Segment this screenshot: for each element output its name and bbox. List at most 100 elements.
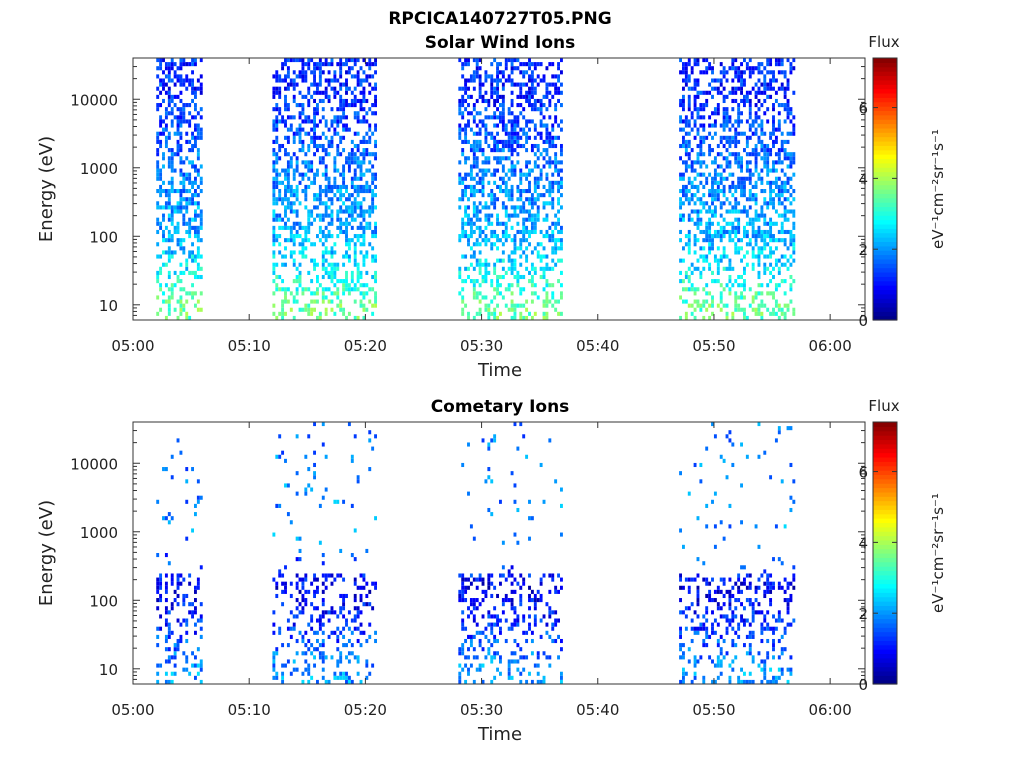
- spectrogram-cell: [699, 148, 703, 153]
- spectrogram-cell: [504, 213, 508, 218]
- spectrogram-cell: [539, 107, 543, 112]
- spectrogram-cell: [170, 283, 174, 288]
- spectrogram-cell: [336, 303, 340, 308]
- spectrogram-cell: [792, 213, 796, 218]
- spectrogram-cell: [740, 565, 743, 570]
- spectrogram-cell: [533, 176, 537, 181]
- spectrogram-cell: [792, 90, 796, 95]
- spectrogram-cell: [472, 139, 476, 144]
- spectrogram-cell: [292, 659, 296, 664]
- spectrogram-cell: [751, 606, 755, 611]
- spectrogram-cell: [789, 209, 793, 214]
- spectrogram-cell: [696, 213, 700, 218]
- spectrogram-cell: [298, 242, 302, 247]
- spectrogram-cell: [696, 630, 700, 635]
- spectrogram-cell: [496, 115, 499, 120]
- spectrogram-cell: [156, 254, 160, 259]
- spectrogram-cell: [519, 422, 523, 427]
- spectrogram-cell: [295, 585, 299, 590]
- spectrogram-cell: [327, 618, 331, 623]
- spectrogram-cell: [731, 58, 735, 63]
- spectrogram-cell: [196, 152, 200, 157]
- spectrogram-cell: [687, 266, 691, 271]
- spectrogram-cell: [194, 135, 197, 140]
- spectrogram-cell: [156, 270, 160, 275]
- spectrogram-cell: [743, 618, 746, 623]
- spectrogram-cell: [557, 229, 560, 235]
- spectrogram-cell: [275, 647, 279, 652]
- spectrogram-cell: [318, 189, 322, 194]
- spectrogram-cell: [324, 238, 328, 243]
- spectrogram-cell: [156, 152, 160, 157]
- spectrogram-cell: [478, 234, 482, 239]
- spectrogram-cell: [542, 270, 546, 275]
- spectrogram-cell: [353, 299, 357, 304]
- spectrogram-cell: [313, 573, 316, 578]
- spectrogram-cell: [713, 160, 717, 165]
- spectrogram-cell: [278, 111, 282, 116]
- spectrogram-cell: [557, 299, 560, 304]
- colorbar-segment: [873, 119, 897, 125]
- spectrogram-cell: [693, 610, 697, 615]
- spectrogram-cell: [501, 573, 505, 578]
- spectrogram-cell: [722, 303, 726, 308]
- spectrogram-cell: [347, 164, 351, 169]
- spectrogram-cell: [719, 234, 723, 239]
- spectrogram-cell: [362, 577, 366, 582]
- spectrogram-cell: [507, 217, 511, 222]
- spectrogram-cell: [684, 160, 688, 165]
- spectrogram-cell: [313, 422, 316, 427]
- spectrogram-cell: [188, 315, 192, 320]
- colorbar-segment: [873, 101, 897, 107]
- spectrogram-cell: [275, 90, 279, 95]
- spectrogram-cell: [295, 74, 299, 79]
- spectrogram-cell: [490, 581, 494, 586]
- spectrogram-cell: [743, 209, 746, 214]
- spectrogram-cell: [321, 70, 325, 75]
- spectrogram-cell: [513, 274, 517, 280]
- spectrogram-cell: [734, 90, 738, 95]
- spectrogram-cell: [760, 127, 764, 132]
- spectrogram-cell: [493, 262, 497, 267]
- spectrogram-cell: [464, 303, 468, 308]
- spectrogram-cell: [545, 152, 549, 157]
- spectrogram-cell: [469, 663, 473, 668]
- spectrogram-cell: [478, 283, 482, 288]
- spectrogram-cell: [156, 242, 160, 247]
- spectrogram-cell: [533, 160, 537, 165]
- spectrogram-cell: [272, 189, 276, 194]
- spectrogram-cell: [545, 107, 549, 112]
- spectrogram-cell: [179, 209, 183, 214]
- spectrogram-cell: [687, 74, 691, 79]
- spectrogram-cell: [766, 119, 770, 124]
- spectrogram-cell: [365, 184, 369, 189]
- spectrogram-cell: [557, 98, 560, 104]
- spectrogram-cell: [321, 287, 325, 292]
- spectrogram-cell: [740, 258, 743, 263]
- spectrogram-cell: [528, 573, 531, 578]
- spectrogram-cell: [461, 225, 465, 230]
- spectrogram-cell: [167, 201, 171, 206]
- spectrogram-cell: [522, 189, 526, 194]
- spectrogram-cell: [327, 176, 331, 181]
- spectrogram-cell: [307, 483, 311, 488]
- spectrogram-cell: [179, 107, 183, 112]
- spectrogram-cell: [516, 270, 520, 275]
- spectrogram-cell: [536, 295, 540, 300]
- spectrogram-cell: [684, 164, 688, 169]
- spectrogram-cell: [542, 193, 546, 198]
- spectrogram-cell: [748, 127, 752, 132]
- spectrogram-cell: [272, 164, 276, 169]
- spectrogram-cell: [682, 544, 685, 549]
- spectrogram-cell: [339, 70, 343, 75]
- spectrogram-cell: [737, 274, 741, 280]
- spectrogram-cell: [519, 287, 523, 292]
- x-axis-label-solar-wind: Time: [477, 360, 522, 381]
- spectrogram-cell: [304, 307, 308, 312]
- spectrogram-cell: [281, 262, 285, 267]
- spectrogram-cell: [191, 160, 194, 165]
- spectrogram-cell: [510, 581, 514, 586]
- spectrogram-cell: [731, 638, 735, 644]
- spectrogram-cell: [705, 606, 709, 611]
- spectrogram-cell: [696, 585, 700, 590]
